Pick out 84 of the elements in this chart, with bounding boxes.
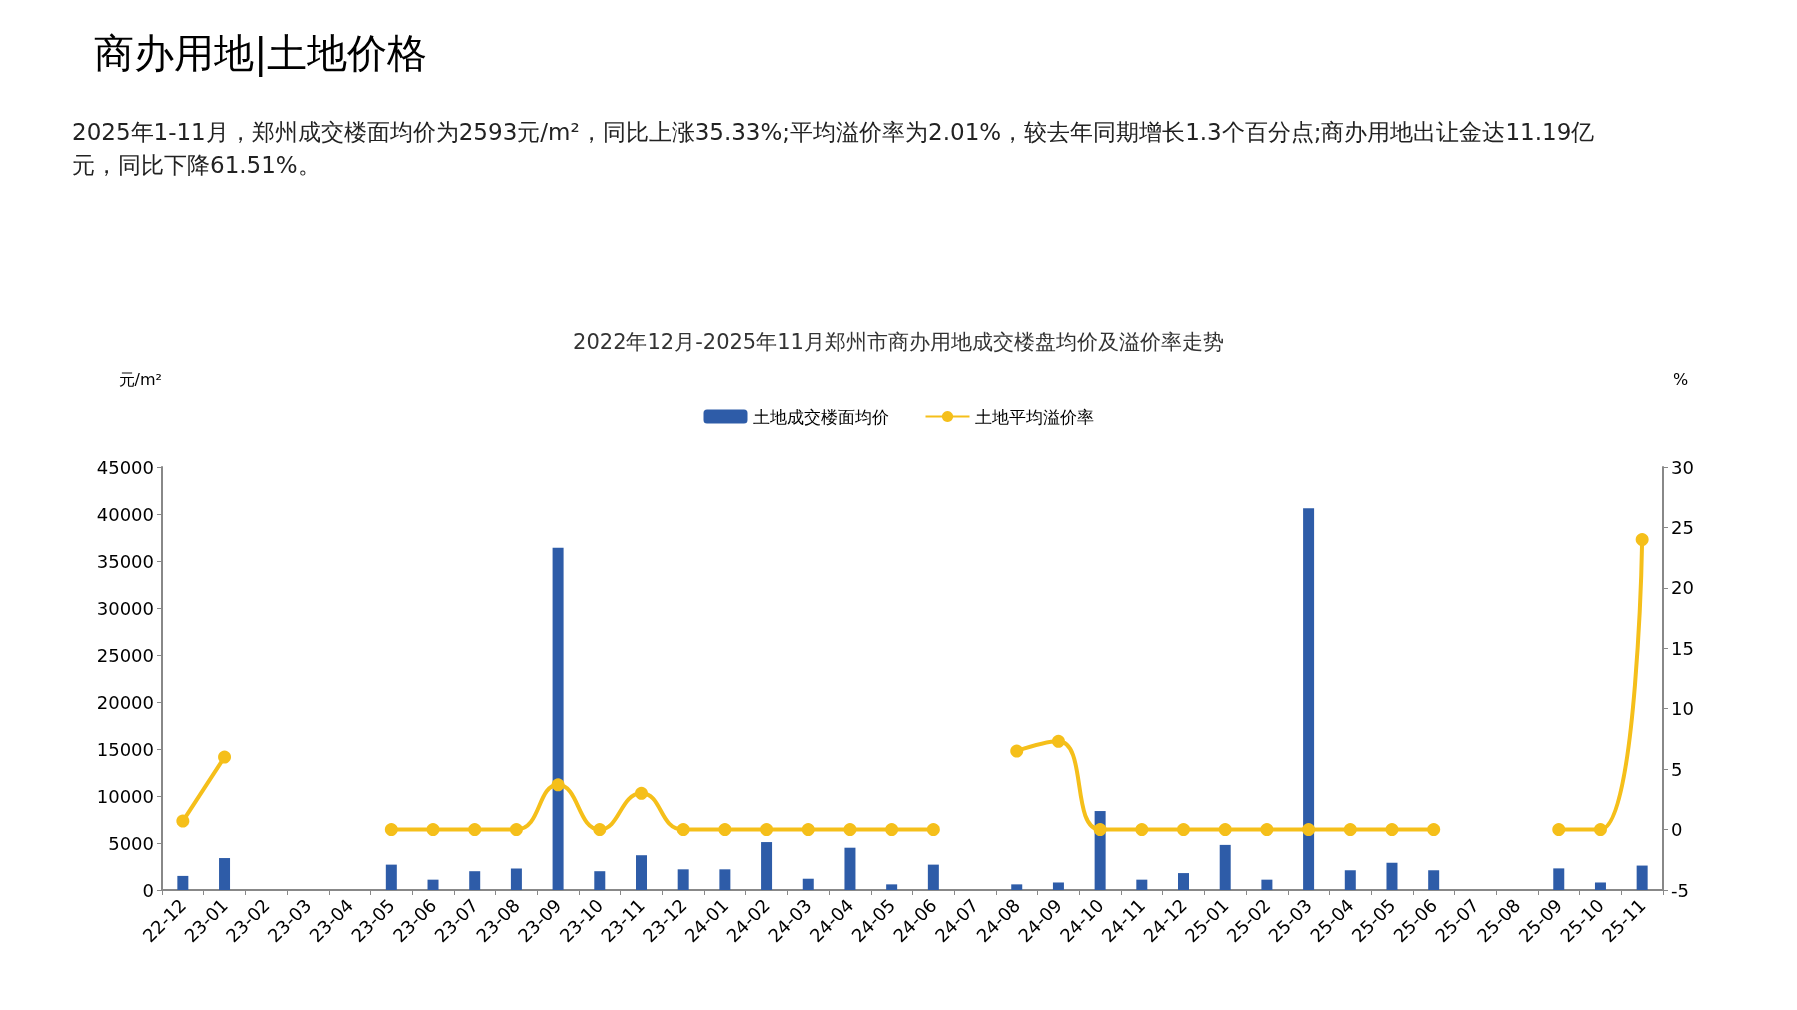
point xyxy=(384,823,398,837)
bar xyxy=(177,875,189,890)
bar xyxy=(594,871,606,890)
y2-tick-label: 5 xyxy=(1671,758,1683,780)
point xyxy=(1093,823,1107,837)
y-tick-label: 20000 xyxy=(96,691,154,713)
y2-tick-label: 0 xyxy=(1671,819,1683,841)
y2-tick-label: -5 xyxy=(1671,879,1689,901)
bar xyxy=(1178,873,1190,890)
bar xyxy=(552,547,564,890)
bar xyxy=(219,858,231,890)
point xyxy=(760,823,774,837)
point xyxy=(1635,533,1649,547)
y-tick-label: 0 xyxy=(142,879,154,901)
point xyxy=(468,823,482,837)
bar xyxy=(1052,882,1064,890)
point xyxy=(885,823,899,837)
point xyxy=(1135,823,1149,837)
y2-axis-title: % xyxy=(1673,369,1689,389)
point xyxy=(843,823,857,837)
point xyxy=(1302,823,1316,837)
y-tick-label: 30000 xyxy=(96,597,154,619)
point xyxy=(1260,823,1274,837)
point xyxy=(426,823,440,837)
point xyxy=(1177,823,1191,837)
bar xyxy=(1136,879,1148,890)
point xyxy=(176,814,190,828)
legend-label: 土地平均溢价率 xyxy=(974,406,1094,427)
bar xyxy=(1303,508,1315,890)
bar xyxy=(927,864,939,890)
bar xyxy=(844,847,856,890)
y2-tick-label: 15 xyxy=(1671,637,1694,659)
bar xyxy=(1261,879,1273,890)
bar xyxy=(886,884,898,890)
point xyxy=(593,823,607,837)
point xyxy=(551,778,565,792)
point xyxy=(1218,823,1232,837)
point xyxy=(1593,823,1607,837)
bar xyxy=(635,855,647,890)
point xyxy=(718,823,732,837)
y2-tick-label: 20 xyxy=(1671,577,1694,599)
y-tick-label: 45000 xyxy=(96,456,154,478)
point xyxy=(1552,823,1566,837)
bar xyxy=(1553,868,1565,890)
y2-tick-label: 10 xyxy=(1671,698,1694,720)
y-tick-label: 25000 xyxy=(96,644,154,666)
bar xyxy=(1219,844,1231,890)
point xyxy=(218,750,232,764)
bar xyxy=(1636,865,1648,890)
y2-tick-label: 25 xyxy=(1671,516,1694,538)
bar xyxy=(677,869,689,890)
text: 商办用地|土地价格 xyxy=(94,29,428,79)
point xyxy=(1385,823,1399,837)
point xyxy=(635,786,648,800)
y-axis-title: 元/m² xyxy=(118,369,162,389)
point xyxy=(1010,744,1024,758)
bar xyxy=(802,878,814,890)
legend-label: 土地成交楼面均价 xyxy=(752,406,889,427)
bar xyxy=(510,868,522,890)
bar xyxy=(385,864,397,890)
bar xyxy=(1594,882,1606,890)
point xyxy=(801,823,815,837)
y-tick-label: 35000 xyxy=(96,550,154,572)
bar xyxy=(719,869,731,890)
y-tick-label: 5000 xyxy=(108,832,154,854)
y2-tick-label: 30 xyxy=(1671,456,1694,478)
chart-title: 2022年12月-2025年11月郑州市商办用地成交楼盘均价及溢价率走势 xyxy=(573,329,1224,354)
bar xyxy=(1344,870,1356,890)
bar xyxy=(761,842,773,890)
point xyxy=(509,823,523,837)
point xyxy=(676,823,690,837)
point xyxy=(1427,823,1441,837)
text: 2025年1-11月，郑州成交楼面均价为2593元/m²，同比上涨35.33%;平均溢价率为2.01%，较去年同期增长1.3个百分点;商办用地出让金达11.19亿元，同比下降61.51%。 xyxy=(72,118,1596,180)
bar xyxy=(1386,862,1398,890)
bar xyxy=(1428,870,1440,890)
bar xyxy=(469,871,481,890)
y-tick-label: 10000 xyxy=(96,785,154,807)
point xyxy=(926,823,940,837)
y-tick-label: 40000 xyxy=(96,503,154,525)
bar xyxy=(1011,884,1023,890)
y-tick-label: 15000 xyxy=(96,738,154,760)
point xyxy=(1051,734,1065,748)
point xyxy=(1343,823,1357,837)
bar xyxy=(427,879,439,890)
